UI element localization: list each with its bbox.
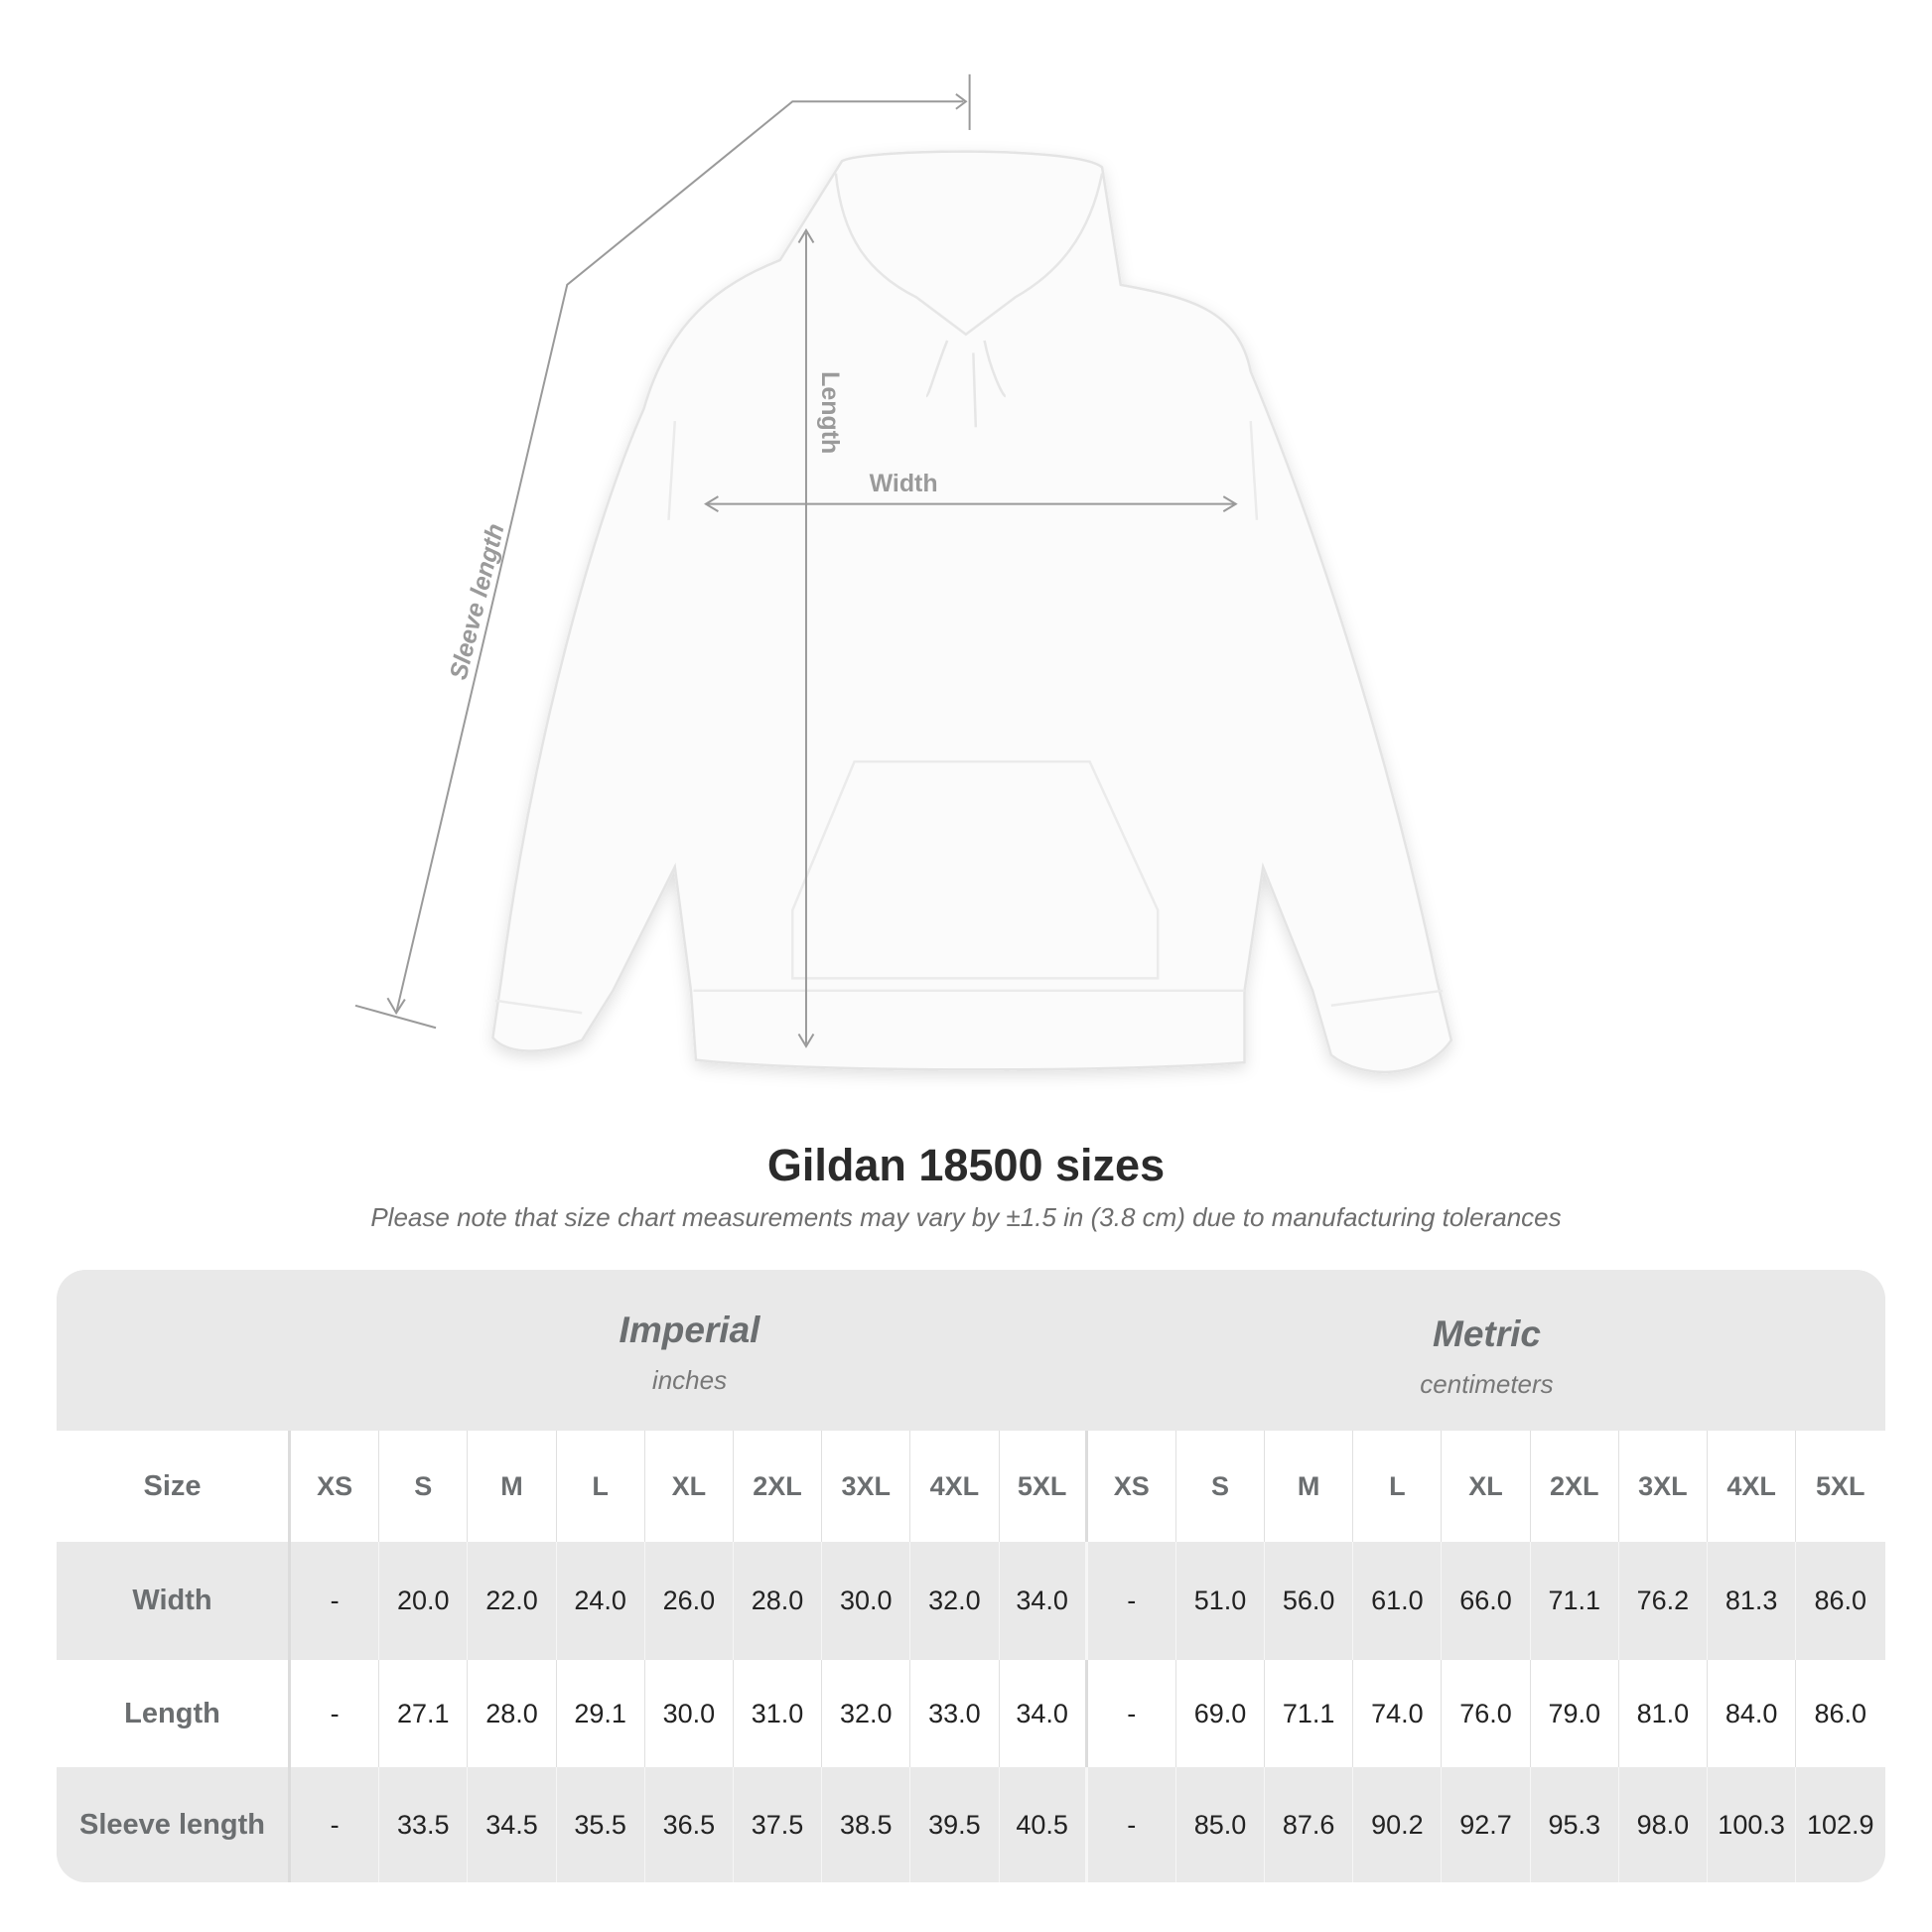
imperial-title: Imperial [619,1310,760,1350]
sleeve-measure-path [395,100,964,1014]
value-cell: 33.5 [379,1767,469,1882]
value-cell: 39.5 [910,1767,1000,1882]
metric-title: Metric [1433,1313,1541,1354]
value-cell: 81.0 [1619,1660,1708,1767]
imperial-unit: inches [651,1365,728,1395]
value-cell: 32.0 [910,1542,1000,1660]
imperial-header: Imperial inches [291,1310,1088,1396]
value-cell: 90.2 [1353,1767,1443,1882]
row-label: Sleeve length [57,1767,291,1882]
hoodie-image [491,150,1453,1074]
value-cell: 86.0 [1814,1586,1867,1615]
size-header-cell: 5XL [1000,1431,1088,1542]
value-cell: 79.0 [1531,1660,1619,1767]
value-cell: 29.1 [557,1660,645,1767]
size-header-cell: S [1176,1431,1266,1542]
value-cell: 69.0 [1176,1660,1266,1767]
value-cell: 34.0 [1000,1542,1088,1660]
metric-header: Metric centimeters [1088,1313,1885,1400]
unit-header-band: Imperial inches Metric centimeters [57,1270,1885,1431]
value-cell: 102.9 [1806,1809,1874,1840]
size-header-cell: M [1265,1431,1354,1542]
value-cell: 28.0 [468,1660,557,1767]
value-cell: - [291,1767,380,1882]
size-header-cell: XL [1442,1431,1531,1542]
value-cell: 36.5 [645,1767,734,1882]
value-cell: - [1088,1542,1176,1660]
row-label: Size [57,1431,291,1542]
value-cell: 74.0 [1353,1660,1443,1767]
value-cell: 33.0 [910,1660,1000,1767]
size-header-cell: 2XL [734,1431,823,1542]
value-cell: 27.1 [379,1660,469,1767]
tolerance-note: Please note that size chart measurements… [370,1202,1562,1232]
value-cell: 20.0 [379,1542,469,1660]
size-header-cell: 2XL [1531,1431,1619,1542]
value-cell: - [1088,1767,1176,1882]
size-header-cell: 3XL [1619,1431,1708,1542]
metric-unit: centimeters [1420,1369,1554,1399]
size-header-cell: 4XL [910,1431,1000,1542]
value-cell: 100.3 [1708,1767,1797,1882]
value-cell: - [1088,1660,1176,1767]
value-cell: 38.5 [822,1767,911,1882]
page-title: Gildan 18500 sizes [766,1140,1166,1190]
value-cell: - [291,1660,380,1767]
value-cell: 26.0 [645,1542,734,1660]
size-header-cell: S [379,1431,469,1542]
value-cell: 28.0 [734,1542,823,1660]
size-header-row: Size XS S M L XL 2XL 3XL 4XL 5XL XS S M L XL 2XL 3XL 4XL 5… [57,1431,1885,1542]
size-header-cell: 3XL [822,1431,911,1542]
value-cell: 24.0 [557,1542,645,1660]
value-cell: 22.0 [468,1542,557,1660]
size-header-cell: 5XL [1816,1470,1865,1501]
value-cell: 76.0 [1442,1660,1531,1767]
value-cell: 84.0 [1708,1660,1797,1767]
value-cell: 30.0 [822,1542,911,1660]
sleeve-length-label: Sleeve length [445,521,510,683]
value-cell: 76.2 [1619,1542,1708,1660]
table-row-sleeve-length: Sleeve length -33.5 34.5 35.5 36.5 37.5 38.5 39… [57,1767,1885,1882]
value-cell: 98.0 [1619,1767,1708,1882]
value-cell: 34.0 [1000,1660,1088,1767]
value-cell: 86.0 [1814,1698,1867,1728]
value-cell: 56.0 [1265,1542,1354,1660]
size-table: Imperial inches Metric centimeters Size X… [57,1270,1885,1882]
value-cell: 85.0 [1176,1767,1266,1882]
value-cell: 61.0 [1353,1542,1443,1660]
size-header-cell: L [1353,1431,1443,1542]
value-cell: 30.0 [645,1660,734,1767]
size-header-cell: 4XL [1708,1431,1797,1542]
size-header-cell: M [468,1431,557,1542]
length-label: Length [816,371,844,454]
value-cell: 71.1 [1265,1660,1354,1767]
size-header-cell: XL [645,1431,734,1542]
value-cell: 35.5 [557,1767,645,1882]
value-cell: 66.0 [1442,1542,1531,1660]
row-label: Length [57,1660,291,1767]
value-cell: 87.6 [1265,1767,1354,1882]
value-cell: 95.3 [1531,1767,1619,1882]
value-cell: 92.7 [1442,1767,1531,1882]
table-row-width: Width -20.0 22.0 24.0 26.0 28.0 30.0 32.0 34.0-5… [57,1542,1885,1660]
value-cell: 31.0 [734,1660,823,1767]
size-header-cell: L [557,1431,645,1542]
value-cell: - [291,1542,380,1660]
row-label: Width [57,1542,291,1660]
value-cell: 34.5 [468,1767,557,1882]
width-label: Width [870,470,938,497]
value-cell: 40.5 [1000,1767,1088,1882]
value-cell: 81.3 [1708,1542,1797,1660]
value-cell: 51.0 [1176,1542,1266,1660]
size-header-cell: XS [1088,1431,1176,1542]
size-header-cell: XS [291,1431,380,1542]
hoodie-measurement-illustration: Length Width Sleeve length [354,73,1453,1074]
value-cell: 71.1 [1531,1542,1619,1660]
table-row-length: Length -27.1 28.0 29.1 30.0 31.0 32.0 33.0 34.0-… [57,1660,1885,1767]
value-cell: 32.0 [822,1660,911,1767]
value-cell: 37.5 [734,1767,823,1882]
